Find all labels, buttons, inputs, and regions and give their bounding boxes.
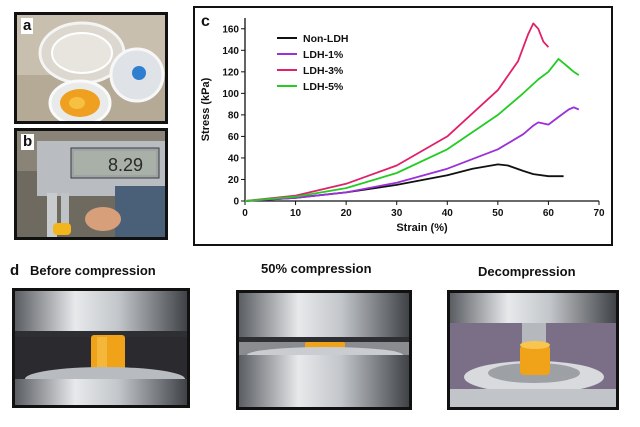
legend-entry: LDH-3% xyxy=(303,65,344,77)
x-tick-label: 30 xyxy=(391,208,403,219)
x-axis-label: Strain (%) xyxy=(396,222,448,234)
x-tick-label: 20 xyxy=(341,208,353,219)
y-tick-label: 60 xyxy=(228,132,240,143)
x-tick-label: 60 xyxy=(543,208,555,219)
y-axis-label: Stress (kPa) xyxy=(200,77,212,141)
photo-before-compression xyxy=(12,288,190,408)
panel-c-label: c xyxy=(199,13,212,30)
legend-entry: LDH-5% xyxy=(303,81,344,93)
y-tick-label: 100 xyxy=(222,89,239,100)
stress-strain-chart: 0 10 20 30 40 50 60 70 0 20 40 60 80 100 120 140 160 Stra… xyxy=(200,18,605,234)
panel-b-photo: 8.29 b xyxy=(14,128,168,240)
series-line-ldh-1- xyxy=(244,106,580,202)
legend-entry: LDH-1% xyxy=(303,49,344,61)
compression-press-before xyxy=(15,291,187,405)
photo-decompression xyxy=(447,290,619,410)
y-tick-label: 120 xyxy=(222,67,239,78)
legend-entry: Non-LDH xyxy=(303,33,349,45)
panel-a-photo: a xyxy=(14,12,168,124)
x-tick-label: 70 xyxy=(593,208,605,219)
y-tick-label: 20 xyxy=(228,175,240,186)
y-tick-label: 80 xyxy=(228,110,240,121)
compression-press-50 xyxy=(239,293,409,407)
series-line-ldh-3- xyxy=(244,22,550,202)
y-tick-label: 40 xyxy=(228,153,240,164)
series-line-ldh-5- xyxy=(244,58,580,202)
petri-dishes-illustration xyxy=(17,15,165,121)
panel-c-chart: 0 10 20 30 40 50 60 70 0 20 40 60 80 100 120 140 160 Stra… xyxy=(193,6,613,246)
x-tick-label: 50 xyxy=(492,208,504,219)
y-tick-label: 0 xyxy=(233,197,239,208)
x-tick-label: 0 xyxy=(242,208,248,219)
photo-50-compression xyxy=(236,290,412,410)
panel-a-label: a xyxy=(21,17,34,34)
caption-decompression: Decompression xyxy=(478,264,576,279)
x-tick-label: 10 xyxy=(290,208,302,219)
caption-before-compression: Before compression xyxy=(30,263,156,278)
caliper-illustration: 8.29 xyxy=(17,131,165,237)
panel-d-label: d xyxy=(8,262,22,279)
compression-press-decompressed xyxy=(450,293,616,407)
y-tick-label: 140 xyxy=(222,46,239,57)
panel-b-label: b xyxy=(21,133,35,150)
caption-50-compression: 50% compression xyxy=(261,261,372,276)
y-tick-label: 160 xyxy=(222,24,239,35)
caliper-readout: 8.29 xyxy=(108,155,143,175)
x-tick-label: 40 xyxy=(442,208,454,219)
